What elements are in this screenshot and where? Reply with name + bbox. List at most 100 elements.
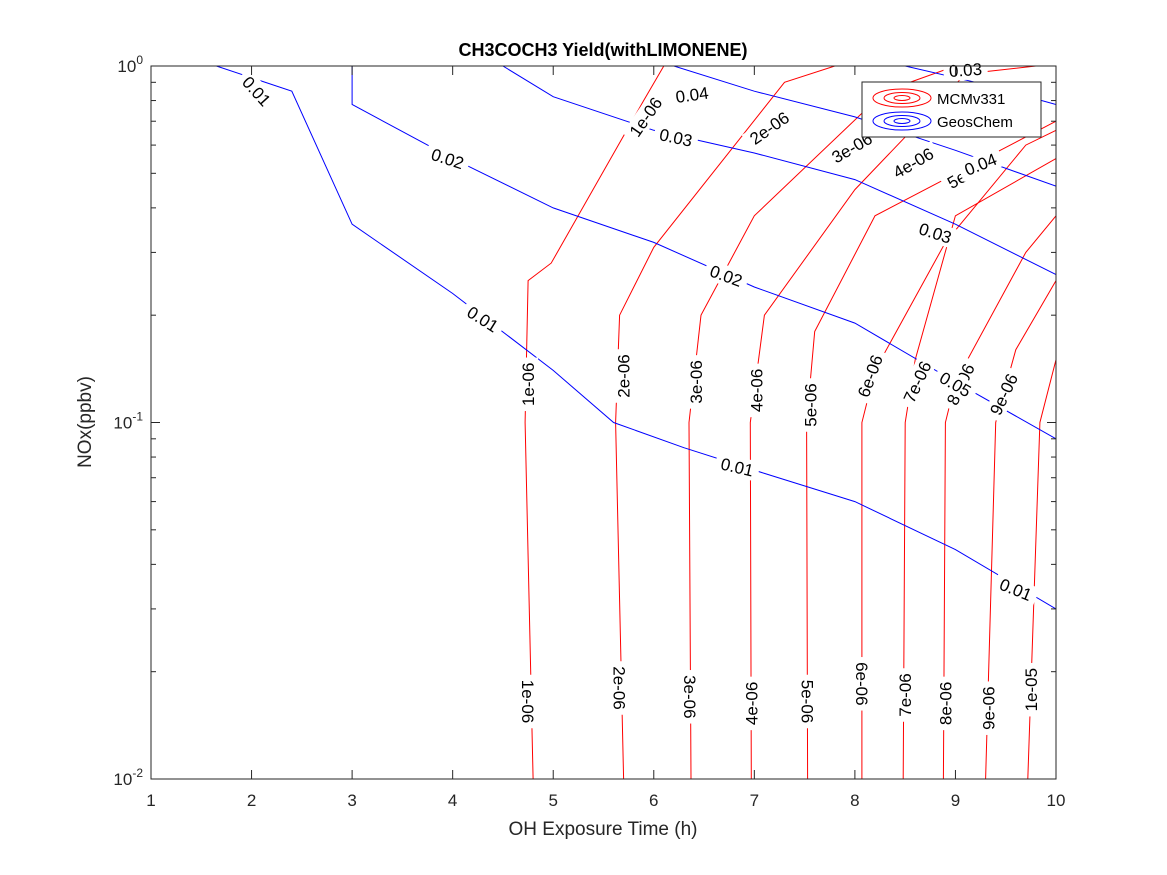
y-axis-label: NOx(ppbv) (75, 376, 96, 468)
contour-label-mcmv331-3: 4e-06 (746, 363, 767, 418)
y-tick-label: 100 (117, 53, 143, 76)
contour-line-geoschem-0.03 (502, 66, 1056, 276)
contour-label-text: 1e-06 (519, 363, 538, 406)
contour-label-gap (713, 452, 761, 482)
contour-label-gap (680, 670, 700, 724)
contour-label-text: 1e-06 (518, 680, 537, 723)
x-tick-label: 4 (448, 791, 457, 810)
contour-label-geoschem-11: 0.03 (942, 58, 989, 82)
legend: MCMv331 GeosChem (861, 81, 1042, 138)
contour-label-gap (978, 681, 999, 735)
x-tick-label: 9 (951, 791, 960, 810)
contour-label-gap (896, 353, 938, 411)
contour-label-gap (609, 661, 630, 715)
contour-label-gap (234, 68, 279, 115)
contour-label-text: 5e-06 (802, 383, 821, 426)
legend-label-geoschem: GeosChem (937, 114, 1013, 131)
contour-label-text: 4e-06 (742, 682, 761, 725)
contour-label-gap (911, 216, 960, 250)
contour-label-geoschem-1: 0.02 (423, 142, 472, 175)
contour-label-geoschem-3: 0.04 (668, 81, 716, 108)
contour-label-gap (797, 674, 818, 729)
legend-mcmv331-icon (872, 88, 932, 108)
contour-label-gap (458, 298, 507, 340)
contour-label-gap (885, 140, 942, 185)
contour-label-gap (991, 571, 1040, 608)
plot-area (151, 66, 1056, 779)
axis-ticks: 1 2 3 4 5 6 7 8 9 10 10-2 10-1 100 (113, 53, 1065, 810)
contour-label-gap (741, 676, 762, 731)
contour-label-gap (622, 89, 670, 145)
contour-label-mcmv331-23: 1e-05 (1020, 662, 1041, 717)
contour-label-mcmv331-15: 2e-06 (609, 661, 630, 715)
contour-label-mcmv331-2: 3e-06 (686, 355, 706, 409)
contour-label-text: 1e-05 (1022, 668, 1041, 711)
contour-label-gap (895, 668, 916, 722)
contour-line-mcmv331-1e-06 (524, 66, 665, 779)
contour-label-text: 3e-06 (680, 675, 699, 718)
contour-label-mcmv331-22: 9e-06 (978, 681, 999, 735)
contour-label-gap (668, 81, 716, 108)
x-tick-label: 3 (347, 791, 356, 810)
contour-label-gap (935, 676, 956, 731)
contour-label-gap (613, 349, 634, 403)
contour-line-mcmv331-6e-06 (861, 129, 1056, 779)
x-tick-label: 5 (548, 791, 557, 810)
contour-label-text: 3e-06 (687, 360, 706, 403)
legend-geoschem-icon (872, 111, 932, 131)
contour-label-gap (702, 258, 751, 293)
contour-label-text: 6e-06 (852, 662, 871, 705)
contour-label-gap (851, 657, 872, 711)
contour-label-text: 0.03 (948, 60, 982, 81)
contour-label-gap (956, 146, 1005, 182)
contour-line-geoschem-0.01 (216, 66, 1056, 610)
y-tick-label: 10-1 (113, 410, 143, 433)
contour-label-text: 2e-06 (610, 666, 629, 709)
contour-label-text: 4e-06 (747, 369, 766, 412)
x-tick-label: 10 (1047, 791, 1066, 810)
contour-label-mcmv331-1: 2e-06 (613, 349, 634, 403)
contour-label-mcmv331-21: 8e-06 (935, 676, 956, 731)
contour-layer (216, 66, 1056, 779)
contour-label-mcmv331-18: 5e-06 (797, 674, 818, 729)
y-tick-label: 10-2 (113, 766, 143, 789)
contour-label-gap (741, 104, 798, 152)
x-tick-label: 6 (649, 791, 658, 810)
contour-label-text: 5e-06 (798, 680, 817, 723)
contour-label-mcmv331-4: 5e-06 (800, 378, 821, 432)
contour-line-mcmv331-7e-06 (902, 158, 1056, 779)
contour-label-gap (518, 357, 539, 412)
x-axis-label: OH Exposure Time (h) (509, 819, 698, 840)
x-tick-label: 1 (146, 791, 155, 810)
contour-label-text: 0.04 (674, 84, 709, 107)
contour-label-text: 8e-06 (936, 682, 955, 725)
contour-line-mcmv331-1e-05 (1027, 359, 1056, 779)
contour-label-gap (931, 364, 980, 404)
x-tick-label: 8 (850, 791, 859, 810)
contour-line-mcmv331-2e-06 (615, 66, 835, 779)
contour-label-gap (1020, 662, 1041, 717)
x-tick-label: 2 (247, 791, 256, 810)
contour-label-mcmv331-14: 1e-06 (518, 674, 539, 729)
contour-label-gap (942, 58, 989, 82)
contour-label-text: 2e-06 (615, 354, 634, 397)
x-tick-label: 7 (750, 791, 759, 810)
legend-label-mcmv331: MCMv331 (937, 91, 1005, 108)
contour-label-text: 9e-06 (980, 686, 999, 729)
contour-label-gap (800, 378, 821, 432)
contour-label-gap (851, 347, 889, 405)
contour-label-mcmv331-17: 4e-06 (741, 676, 762, 731)
contour-label-gap (652, 123, 700, 152)
contour-label-mcmv331-19: 6e-06 (851, 657, 872, 711)
contour-label-text: 7e-06 (896, 673, 915, 716)
contour-label-gap (518, 674, 539, 729)
contour-label-mcmv331-0: 1e-06 (518, 357, 539, 412)
contour-label-mcmv331-16: 3e-06 (680, 670, 700, 724)
legend-box (861, 81, 1042, 138)
contour-line-mcmv331-5e-06 (806, 120, 1056, 779)
contour-label-mcmv331-20: 7e-06 (895, 668, 916, 722)
contour-label-gap (983, 365, 1025, 423)
chart-title: CH3COCH3 Yield(withLIMONENE) (458, 40, 747, 60)
contour-label-gap (746, 363, 767, 418)
